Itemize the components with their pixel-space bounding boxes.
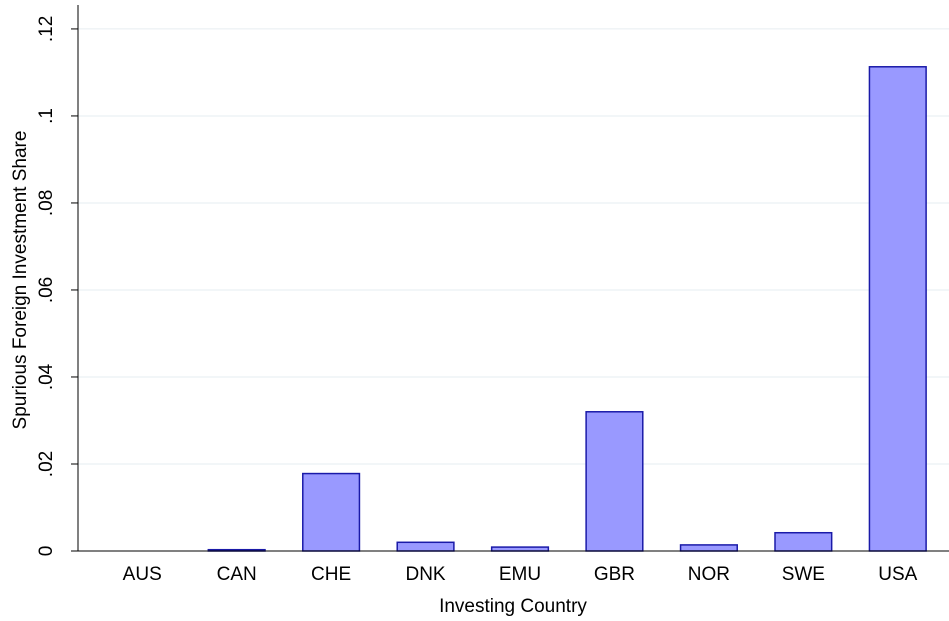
y-tick-label: .12 (36, 16, 57, 42)
x-tick-label: DNK (405, 564, 445, 585)
bar (585, 411, 644, 552)
bar (302, 472, 361, 552)
y-tick-label: .04 (36, 363, 57, 390)
y-tick-label: 0 (36, 546, 57, 557)
bar (679, 544, 738, 552)
x-tick-label: NOR (688, 564, 730, 585)
x-tick-label: SWE (782, 564, 825, 585)
bar (490, 546, 550, 552)
x-tick-label: EMU (499, 564, 541, 585)
bar (774, 531, 833, 552)
x-tick-label: CHE (311, 564, 351, 585)
x-tick-label: AUS (123, 564, 162, 585)
y-tick-label: .1 (36, 108, 57, 124)
y-tick-label: .02 (36, 451, 57, 477)
x-tick-label: USA (878, 564, 917, 585)
x-tick-label: CAN (217, 564, 257, 585)
y-tick-label: .08 (36, 190, 57, 216)
y-tick-label: .06 (36, 277, 57, 303)
bar (868, 66, 927, 552)
y-axis-title: Spurious Foreign Investment Share (10, 131, 31, 430)
bar (396, 541, 455, 552)
x-tick-label: GBR (594, 564, 635, 585)
x-axis-title: Investing Country (439, 596, 587, 617)
